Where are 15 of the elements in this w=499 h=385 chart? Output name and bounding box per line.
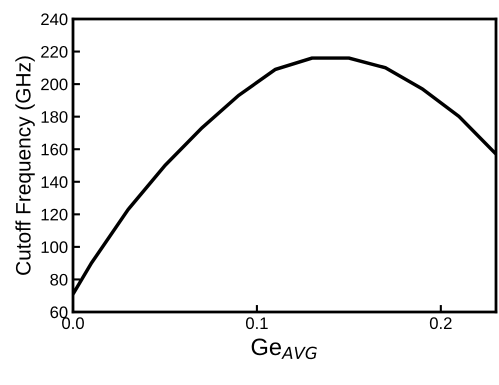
y-tick-label: 220 bbox=[41, 46, 68, 58]
y-tick-label: 240 bbox=[41, 13, 68, 26]
x-tick-label: 0.0 bbox=[62, 317, 84, 330]
y-tick-label: 180 bbox=[42, 111, 68, 123]
y-tick-label: 120 bbox=[42, 208, 68, 221]
x-axis-title: Ge$_{AVG}$ bbox=[252, 338, 317, 360]
x-tick-label: 0.2 bbox=[430, 317, 452, 330]
y-tick-label: 80 bbox=[50, 274, 68, 286]
y-tick-label: 160 bbox=[42, 144, 68, 156]
y-tick-label: 200 bbox=[41, 78, 68, 90]
y-tick-label: 60 bbox=[50, 306, 68, 318]
y-tick-label: 100 bbox=[42, 241, 68, 254]
x-tick-label: 0.1 bbox=[246, 317, 268, 330]
y-tick-label: 140 bbox=[42, 176, 68, 188]
y-axis-title: Cutoff Frequency (GHz) bbox=[15, 56, 35, 275]
